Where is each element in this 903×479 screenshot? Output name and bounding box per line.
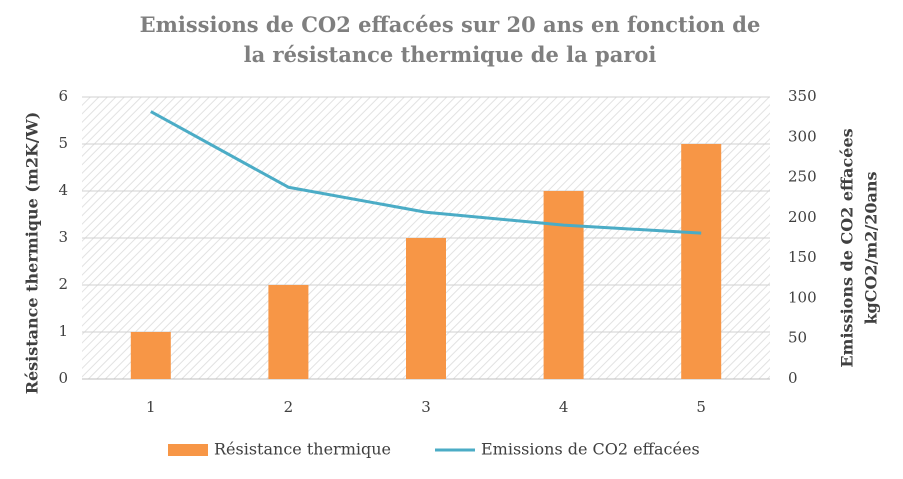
- y-tick-label: 6: [58, 87, 68, 105]
- y2-tick-label: 250: [788, 168, 817, 186]
- legend-label: Emissions de CO2 effacées: [481, 440, 700, 459]
- y2-axis-label: Emissions de CO2 effacées: [838, 128, 857, 367]
- y2-tick-label: 50: [788, 329, 807, 347]
- y2-axis-label: kgCO2/m2/20ans: [862, 171, 881, 324]
- y2-tick-label: 300: [788, 127, 817, 145]
- y-tick-label: 1: [58, 322, 68, 340]
- y-tick-label: 0: [58, 369, 68, 387]
- chart-title: Emissions de CO2 effacées sur 20 ans en …: [139, 12, 761, 67]
- x-tick-label: 1: [146, 398, 156, 416]
- bar: [130, 332, 171, 379]
- x-tick-label: 4: [559, 398, 569, 416]
- y-tick-label: 4: [58, 181, 68, 199]
- bar: [268, 285, 309, 379]
- y2-tick-label: 0: [788, 369, 798, 387]
- y2-tick-label: 200: [788, 208, 817, 226]
- y-axis-label: Résistance thermique (m2K/W): [23, 112, 42, 395]
- bar: [543, 191, 584, 379]
- y-tick-label: 5: [58, 134, 68, 152]
- x-tick-label: 5: [696, 398, 706, 416]
- y2-tick-label: 350: [788, 87, 817, 105]
- x-tick-label: 2: [284, 398, 294, 416]
- y-tick-label: 2: [58, 275, 68, 293]
- legend-label: Résistance thermique: [214, 440, 391, 459]
- y2-tick-label: 150: [788, 248, 817, 266]
- line: [150, 110, 702, 235]
- bar: [406, 238, 446, 379]
- y-tick-label: 3: [58, 228, 68, 246]
- y2-tick-label: 100: [788, 288, 817, 306]
- x-tick-label: 3: [421, 398, 431, 416]
- legend-swatch: [168, 444, 208, 456]
- bar: [681, 144, 722, 379]
